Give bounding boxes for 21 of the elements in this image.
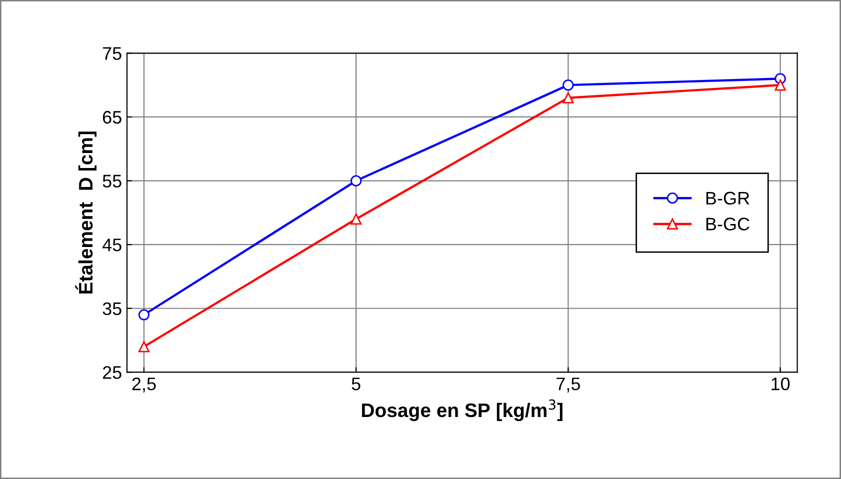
x-axis-title: Dosage en SP [kg/m$^{3}$] (362, 399, 562, 422)
y-tick-label: 35 (102, 302, 122, 316)
point (562, 80, 574, 91)
point (562, 92, 574, 104)
y-axis-title: Étalement D [cm] (75, 132, 96, 294)
x-tick-label: 5 (352, 378, 360, 390)
point (138, 309, 150, 320)
y-tick-label: 55 (102, 174, 122, 188)
point (138, 341, 150, 352)
y-tick-label: 65 (102, 110, 122, 124)
x-tick-label: 2,5 (132, 378, 156, 392)
y-tick-label: 25 (102, 366, 122, 379)
point (774, 80, 786, 91)
legend-label: B-GR (706, 192, 750, 205)
y-tick-label: 75 (102, 47, 122, 60)
point (350, 214, 362, 225)
legend-label: B-GC (706, 218, 750, 230)
point (350, 175, 362, 186)
y-tick-label: 45 (102, 238, 122, 252)
x-tick-label: 10 (772, 378, 790, 390)
x-tick-label: 7,5 (556, 378, 580, 392)
